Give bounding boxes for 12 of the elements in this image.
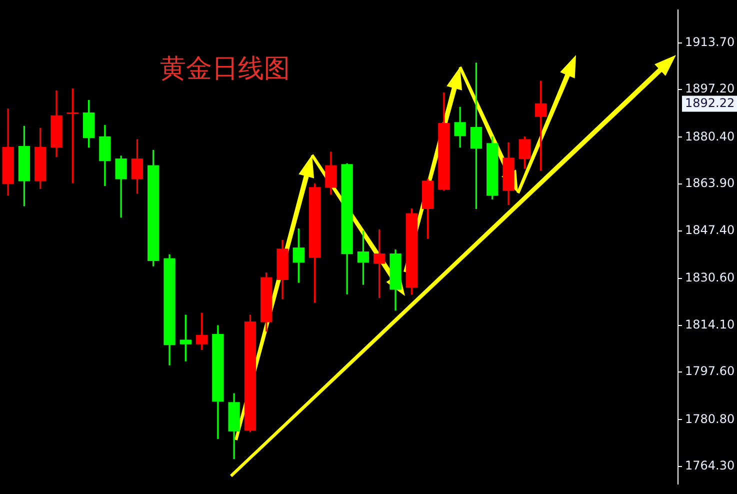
y-tick-label: 1797.60 [685,364,735,378]
y-tick-label: 1764.30 [685,458,735,473]
y-tick-label: 1847.40 [685,222,735,237]
y-tick-label: 1814.10 [685,317,735,332]
y-tick-label: 1880.40 [685,129,735,144]
y-tick-label: 1780.80 [685,412,735,426]
text: 1892.22 [685,96,735,110]
text: 黄金日线图 [160,54,290,84]
y-tick-label: 1897.20 [685,82,735,96]
y-tick-label: 1830.60 [685,270,735,285]
y-tick-label: 1913.70 [685,34,735,49]
y-tick-label: 1863.90 [685,176,735,190]
